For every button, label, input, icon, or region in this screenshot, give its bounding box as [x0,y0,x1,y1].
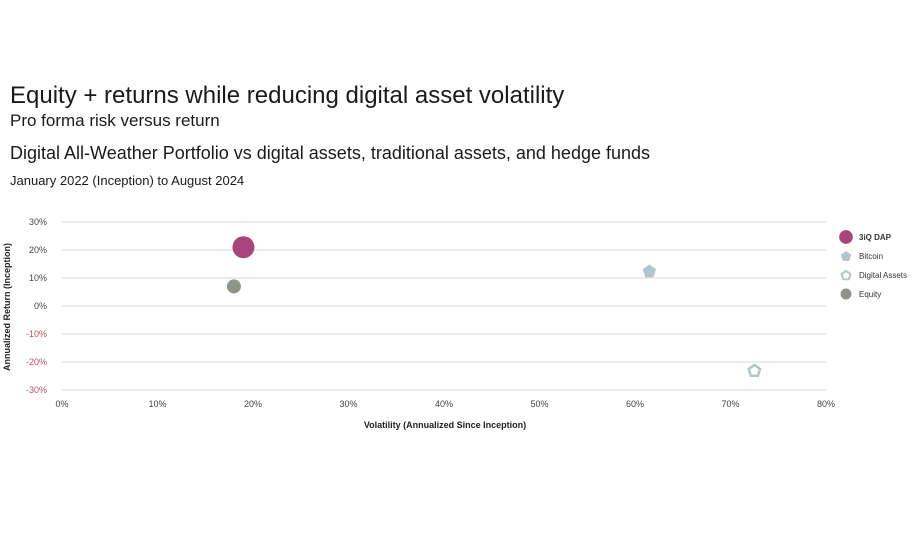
x-axis-label: Volatility (Annualized Since Inception) [364,420,526,430]
legend: 3iQ DAP Bitcoin Digital Assets Equity [839,230,907,300]
x-tick-label: 40% [435,399,453,409]
legend-label: Bitcoin [859,252,883,261]
data-point [226,279,241,294]
y-axis-label: Annualized Return (Inception) [2,243,12,371]
y-tick-label: 0% [34,301,47,311]
chart-title: Equity + returns while reducing digital … [10,82,565,109]
legend-marker [840,288,852,300]
y-tick-label: -10% [26,329,47,339]
y-tick-label: 10% [29,273,47,283]
chart-period: January 2022 (Inception) to August 2024 [10,173,245,188]
gridlines [62,221,826,391]
data-point [747,363,762,378]
y-tick-label: -20% [26,357,47,367]
x-tick-label: 10% [148,399,166,409]
chart-subtitle: Pro forma risk versus return [10,111,220,130]
x-tick-label: 60% [626,399,644,409]
y-tick-label: 30% [29,217,47,227]
data-point [232,236,255,259]
data-point [642,264,656,278]
x-axis-ticks: 0% 10% 20% 30% 40% 50% 60% 70% 80% [55,399,835,409]
x-tick-label: 70% [721,399,739,409]
legend-label: Equity [859,290,881,299]
legend-marker [839,230,853,244]
legend-marker [840,251,852,261]
legend-label: Digital Assets [859,271,907,280]
x-tick-label: 50% [530,399,548,409]
x-tick-label: 80% [817,399,835,409]
data-points [226,236,762,378]
y-axis-ticks: 30% 20% 10% 0% -10% -20% -30% [26,217,47,395]
legend-marker [840,269,852,281]
x-tick-label: 20% [244,399,262,409]
chart-heading: Digital All-Weather Portfolio vs digital… [10,143,651,163]
x-tick-label: 0% [55,399,68,409]
legend-label: 3iQ DAP [859,233,892,242]
y-tick-label: -30% [26,385,47,395]
x-tick-label: 30% [339,399,357,409]
y-tick-label: 20% [29,245,47,255]
